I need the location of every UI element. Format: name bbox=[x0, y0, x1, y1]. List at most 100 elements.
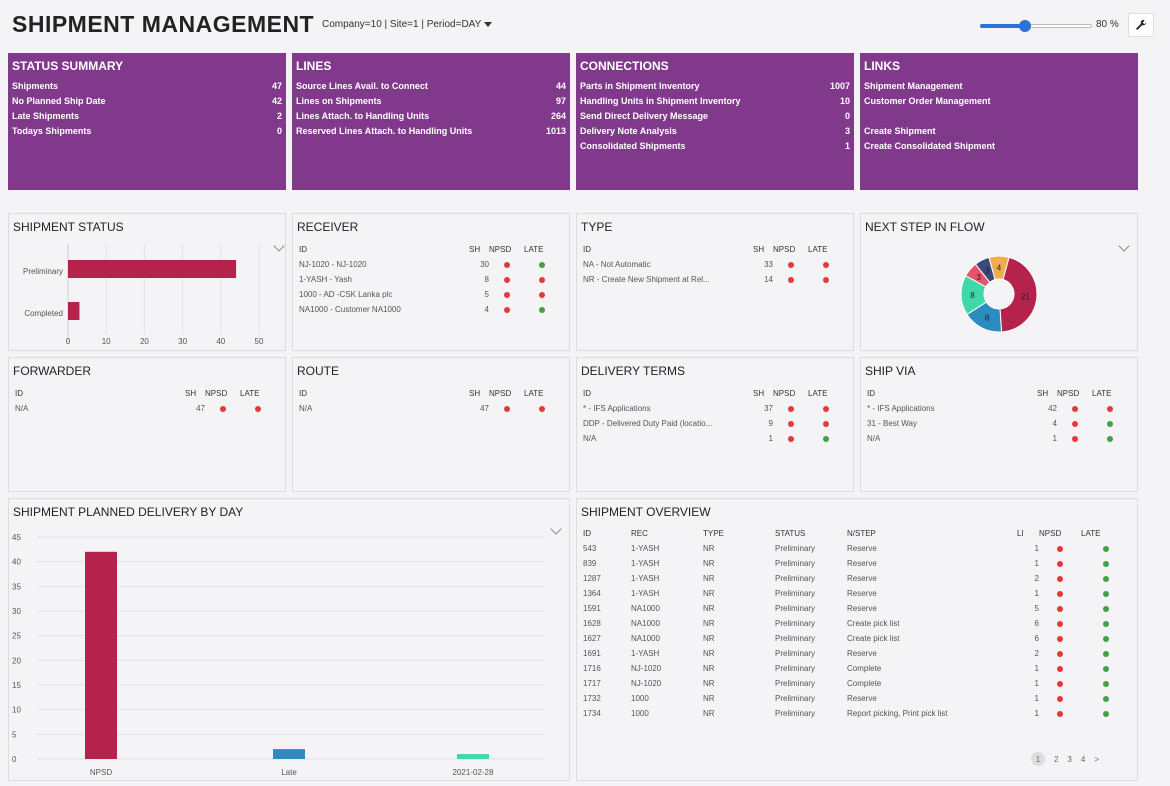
tile-row[interactable]: Source Lines Avail. to Connect 44 bbox=[296, 79, 566, 94]
table-row[interactable]: 839 1-YASH NR Preliminary Reserve 1 bbox=[583, 556, 1131, 571]
npsd-indicator bbox=[1057, 635, 1063, 642]
link-shipment-management[interactable]: Shipment Management bbox=[864, 79, 1134, 94]
tile-row[interactable]: Late Shipments 2 bbox=[12, 109, 282, 124]
late-indicator bbox=[1103, 590, 1109, 597]
npsd-indicator bbox=[1071, 420, 1078, 427]
late-indicator bbox=[1103, 545, 1109, 552]
cell-type: NR bbox=[703, 574, 715, 583]
col-header: SH bbox=[753, 389, 765, 398]
table-header: ID SH NPSD LATE bbox=[299, 386, 559, 401]
table-row[interactable]: 1627 NA1000 NR Preliminary Create pick list 6 bbox=[583, 631, 1131, 646]
col-header: NPSD bbox=[205, 389, 228, 398]
zoom-slider-handle[interactable] bbox=[1019, 20, 1031, 32]
panel-title: NEXT STEP IN FLOW bbox=[865, 220, 985, 234]
tile-row[interactable]: Consolidated Shipments 1 bbox=[580, 139, 850, 154]
table-row[interactable]: 1734 1000 NR Preliminary Report picking, Pri… bbox=[583, 706, 1131, 721]
cell-id: NA1000 - Customer NA1000 bbox=[299, 305, 401, 314]
bar-completed[interactable] bbox=[68, 302, 80, 320]
context-selector[interactable]: Company=10 | Site=1 | Period=DAY bbox=[322, 19, 493, 30]
next-page-button[interactable]: > bbox=[1094, 754, 1099, 764]
slice-label: 3 bbox=[977, 273, 982, 282]
donut-slice[interactable] bbox=[999, 256, 1038, 333]
tile-row[interactable]: Shipments 47 bbox=[12, 79, 282, 94]
y-tick-label: 25 bbox=[12, 632, 21, 641]
table-row[interactable]: 1000 - AD -CSK Lanka plc 5 bbox=[299, 287, 559, 302]
cell-id: N/A bbox=[867, 434, 881, 443]
table-row[interactable]: 1364 1-YASH NR Preliminary Reserve 1 bbox=[583, 586, 1131, 601]
cell-step: Reserve bbox=[847, 694, 877, 703]
cell-id: N/A bbox=[299, 404, 313, 413]
cell-type: NR bbox=[703, 589, 715, 598]
cell-type: NR bbox=[703, 664, 715, 673]
table-row[interactable]: 1591 NA1000 NR Preliminary Reserve 5 bbox=[583, 601, 1131, 616]
table-row[interactable]: 1732 1000 NR Preliminary Reserve 1 bbox=[583, 691, 1131, 706]
tile-row[interactable]: Handling Units in Shipment Inventory 10 bbox=[580, 94, 850, 109]
page-2-button[interactable]: 2 bbox=[1053, 754, 1059, 764]
receiver-panel: RECEIVER ID SH NPSD LATE NJ-1020 - NJ-1020 3… bbox=[292, 213, 570, 351]
cell-type: NR bbox=[703, 679, 715, 688]
cell-rec: NA1000 bbox=[631, 634, 660, 643]
page-1-button[interactable]: 1 bbox=[1030, 752, 1045, 766]
col-header: ID bbox=[867, 389, 875, 398]
table-row[interactable]: 31 - Best Way 4 bbox=[867, 416, 1127, 431]
cell-li: 1 bbox=[1034, 679, 1039, 688]
table-row[interactable]: 1-YASH - Yash 8 bbox=[299, 272, 559, 287]
donut-slice[interactable] bbox=[988, 255, 1010, 281]
link-create-consolidated-shipment[interactable]: Create Consolidated Shipment bbox=[864, 139, 1134, 154]
page-4-button[interactable]: 4 bbox=[1080, 754, 1086, 764]
settings-button[interactable] bbox=[1128, 13, 1154, 37]
y-tick-label: 30 bbox=[12, 607, 21, 616]
table-row[interactable]: N/A 47 bbox=[299, 401, 559, 416]
table-row[interactable]: NR - Create New Shipment at Rel... 14 bbox=[583, 272, 843, 287]
col-header: NPSD bbox=[773, 245, 796, 254]
table-row[interactable]: NJ-1020 - NJ-1020 30 bbox=[299, 257, 559, 272]
table-row[interactable]: N/A 1 bbox=[867, 431, 1127, 446]
tile-row[interactable]: Todays Shipments 0 bbox=[12, 124, 282, 139]
cell-step: Reserve bbox=[847, 559, 877, 568]
cell-rec: 1-YASH bbox=[631, 559, 660, 568]
bar-preliminary[interactable] bbox=[68, 260, 237, 278]
lines-tile: LINES Source Lines Avail. to Connect 44 L… bbox=[292, 53, 570, 190]
tile-row[interactable]: Delivery Note Analysis 3 bbox=[580, 124, 850, 139]
cell-sh: 47 bbox=[196, 404, 205, 413]
cell-id: N/A bbox=[15, 404, 29, 413]
link-customer-order-management[interactable]: Customer Order Management bbox=[864, 94, 1134, 109]
table-row[interactable]: 1287 1-YASH NR Preliminary Reserve 2 bbox=[583, 571, 1131, 586]
tile-row[interactable]: Lines Attach. to Handling Units 264 bbox=[296, 109, 566, 124]
table-row[interactable]: * - IFS Applications 42 bbox=[867, 401, 1127, 416]
chevron-down-icon[interactable] bbox=[550, 523, 562, 535]
table-row[interactable]: N/A 1 bbox=[583, 431, 843, 446]
npsd-indicator bbox=[1057, 695, 1063, 702]
table-row[interactable]: 1716 NJ-1020 NR Preliminary Complete 1 bbox=[583, 661, 1131, 676]
col-header: N/STEP bbox=[847, 529, 876, 538]
table-row[interactable]: 543 1-YASH NR Preliminary Reserve 1 bbox=[583, 541, 1131, 556]
zoom-slider[interactable] bbox=[980, 20, 1092, 32]
cell-id: 1591 bbox=[583, 604, 601, 613]
tile-row[interactable]: Reserved Lines Attach. to Handling Units… bbox=[296, 124, 566, 139]
panel-title: SHIPMENT STATUS bbox=[13, 220, 124, 234]
table-row[interactable]: 1717 NJ-1020 NR Preliminary Complete 1 bbox=[583, 676, 1131, 691]
table-row[interactable]: * - IFS Applications 37 bbox=[583, 401, 843, 416]
link-create-shipment[interactable]: Create Shipment bbox=[864, 124, 1134, 139]
table-row[interactable]: 1691 1-YASH NR Preliminary Reserve 2 bbox=[583, 646, 1131, 661]
tile-row[interactable]: Send Direct Delivery Message 0 bbox=[580, 109, 850, 124]
chevron-down-icon[interactable] bbox=[1118, 240, 1130, 252]
table-row[interactable]: N/A 47 bbox=[15, 401, 275, 416]
shipment-status-panel: SHIPMENT STATUS 0 10 20 30 40 50 Preliminary … bbox=[8, 213, 286, 351]
bar-npsd[interactable] bbox=[85, 551, 117, 759]
table-row[interactable]: DDP - Delivered Duty Paid (locatio... 9 bbox=[583, 416, 843, 431]
bar-2021-02-28[interactable] bbox=[457, 754, 489, 759]
bar-late[interactable] bbox=[273, 749, 305, 759]
planned-delivery-panel: SHIPMENT PLANNED DELIVERY BY DAY 0 5 10 15 2… bbox=[8, 498, 570, 781]
col-header: TYPE bbox=[703, 529, 724, 538]
table-row[interactable]: NA1000 - Customer NA1000 4 bbox=[299, 302, 559, 317]
panel-title: ROUTE bbox=[297, 364, 339, 378]
tile-row[interactable]: Parts in Shipment Inventory 1007 bbox=[580, 79, 850, 94]
table-row[interactable]: 1628 NA1000 NR Preliminary Create pick list 6 bbox=[583, 616, 1131, 631]
page-3-button[interactable]: 3 bbox=[1067, 754, 1072, 764]
table-header: ID REC TYPE STATUS N/STEP LI NPSD LATE bbox=[583, 526, 1131, 541]
cell-li: 5 bbox=[1034, 604, 1039, 613]
tile-row[interactable]: Lines on Shipments 97 bbox=[296, 94, 566, 109]
tile-row[interactable]: No Planned Ship Date 42 bbox=[12, 94, 282, 109]
table-row[interactable]: NA - Not Automatic 33 bbox=[583, 257, 843, 272]
